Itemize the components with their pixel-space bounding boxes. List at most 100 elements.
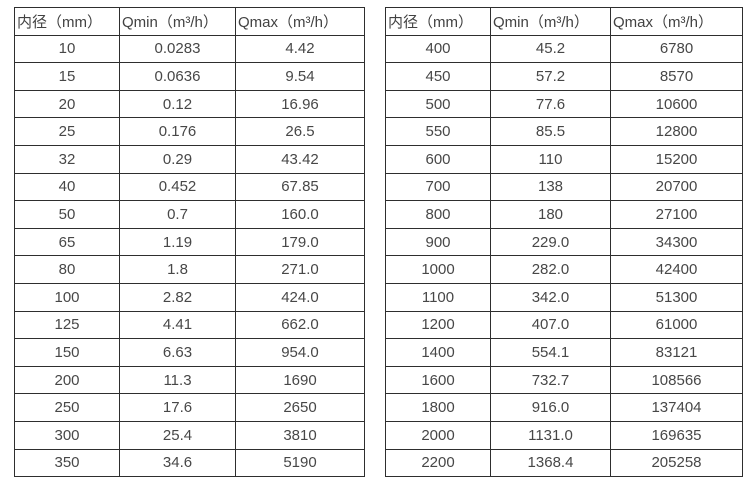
table-row: 900 229.0 34300 xyxy=(385,227,743,257)
table-row: 600 110 15200 xyxy=(385,144,743,174)
table-cell: 500 xyxy=(385,89,491,119)
header-cell: Qmin（m³/h） xyxy=(490,7,611,36)
header-row: 内径（mm） Qmin（m³/h） Qmax（m³/h） xyxy=(14,7,365,36)
table-row: 1800 916.0 137404 xyxy=(385,393,743,422)
table-cell: 108566 xyxy=(610,365,743,395)
table-cell: 80 xyxy=(14,255,120,284)
table-cell: 4.41 xyxy=(119,310,236,340)
table-cell: 43.42 xyxy=(235,144,365,174)
table-cell: 1100 xyxy=(385,282,491,312)
table-row: 2200 1368.4 205258 xyxy=(385,448,743,478)
table-cell: 65 xyxy=(14,227,120,257)
header-cell: Qmax（m³/h） xyxy=(235,7,365,36)
table-row: 65 1.19 179.0 xyxy=(14,227,365,257)
table-cell: 179.0 xyxy=(235,227,365,257)
table-cell: 169635 xyxy=(610,420,743,450)
table-cell: 900 xyxy=(385,227,491,257)
table-row: 150 6.63 954.0 xyxy=(14,338,365,367)
table-row: 50 0.7 160.0 xyxy=(14,200,365,229)
header-cell: Qmax（m³/h） xyxy=(610,7,743,36)
table-row: 250 17.6 2650 xyxy=(14,393,365,422)
table-cell: 50 xyxy=(14,200,120,229)
table-cell: 20700 xyxy=(610,172,743,202)
header-cell: 内径（mm） xyxy=(14,7,120,36)
table-cell: 9.54 xyxy=(235,62,365,91)
table-cell: 1690 xyxy=(235,365,365,395)
header-cell: Qmin（m³/h） xyxy=(119,7,236,36)
table-cell: 600 xyxy=(385,144,491,174)
table-cell: 1131.0 xyxy=(490,420,611,450)
table-cell: 125 xyxy=(14,310,120,340)
table-cell: 916.0 xyxy=(490,393,611,422)
table-row: 100 2.82 424.0 xyxy=(14,282,365,312)
table-cell: 2200 xyxy=(385,448,491,478)
table-cell: 138 xyxy=(490,172,611,202)
table-cell: 11.3 xyxy=(119,365,236,395)
table-cell: 85.5 xyxy=(490,117,611,146)
table-cell: 342.0 xyxy=(490,282,611,312)
table-cell: 1400 xyxy=(385,338,491,367)
table-cell: 83121 xyxy=(610,338,743,367)
table-cell: 67.85 xyxy=(235,172,365,202)
table-row: 400 45.2 6780 xyxy=(385,34,743,64)
table-cell: 400 xyxy=(385,34,491,64)
flow-table-large-diameters: 内径（mm） Qmin（m³/h） Qmax（m³/h） 400 45.2 6780 450… xyxy=(385,7,743,478)
table-cell: 1800 xyxy=(385,393,491,422)
table-cell: 32 xyxy=(14,144,120,174)
table-cell: 4.42 xyxy=(235,34,365,64)
table-cell: 6.63 xyxy=(119,338,236,367)
table-cell: 407.0 xyxy=(490,310,611,340)
table-cell: 10 xyxy=(14,34,120,64)
table-cell: 1368.4 xyxy=(490,448,611,478)
table-row: 15 0.0636 9.54 xyxy=(14,62,365,91)
table-row: 300 25.4 3810 xyxy=(14,420,365,450)
table-cell: 16.96 xyxy=(235,89,365,119)
table-row: 500 77.6 10600 xyxy=(385,89,743,119)
table-cell: 160.0 xyxy=(235,200,365,229)
table-cell: 12800 xyxy=(610,117,743,146)
table-cell: 732.7 xyxy=(490,365,611,395)
table-cell: 27100 xyxy=(610,200,743,229)
table-cell: 137404 xyxy=(610,393,743,422)
table-cell: 0.7 xyxy=(119,200,236,229)
table-cell: 1.19 xyxy=(119,227,236,257)
table-cell: 8570 xyxy=(610,62,743,91)
table-cell: 0.0283 xyxy=(119,34,236,64)
table-cell: 0.452 xyxy=(119,172,236,202)
table-row: 350 34.6 5190 xyxy=(14,448,365,478)
table-cell: 1000 xyxy=(385,255,491,284)
table-cell: 205258 xyxy=(610,448,743,478)
table-cell: 1.8 xyxy=(119,255,236,284)
table-cell: 180 xyxy=(490,200,611,229)
table-row: 2000 1131.0 169635 xyxy=(385,420,743,450)
table-row: 20 0.12 16.96 xyxy=(14,89,365,119)
flow-table-small-diameters: 内径（mm） Qmin（m³/h） Qmax（m³/h） 10 0.0283 4.42 15… xyxy=(14,7,365,478)
table-row: 1100 342.0 51300 xyxy=(385,282,743,312)
table-cell: 424.0 xyxy=(235,282,365,312)
table-cell: 0.176 xyxy=(119,117,236,146)
table-cell: 550 xyxy=(385,117,491,146)
table-cell: 20 xyxy=(14,89,120,119)
table-cell: 350 xyxy=(14,448,120,478)
table-row: 80 1.8 271.0 xyxy=(14,255,365,284)
table-cell: 662.0 xyxy=(235,310,365,340)
table-cell: 2650 xyxy=(235,393,365,422)
table-cell: 150 xyxy=(14,338,120,367)
table-cell: 5190 xyxy=(235,448,365,478)
table-row: 1000 282.0 42400 xyxy=(385,255,743,284)
table-row: 800 180 27100 xyxy=(385,200,743,229)
table-row: 125 4.41 662.0 xyxy=(14,310,365,340)
table-cell: 25.4 xyxy=(119,420,236,450)
table-cell: 700 xyxy=(385,172,491,202)
header-cell: 内径（mm） xyxy=(385,7,491,36)
table-cell: 34.6 xyxy=(119,448,236,478)
table-row: 10 0.0283 4.42 xyxy=(14,34,365,64)
table-cell: 15 xyxy=(14,62,120,91)
table-cell: 0.29 xyxy=(119,144,236,174)
table-cell: 200 xyxy=(14,365,120,395)
table-row: 200 11.3 1690 xyxy=(14,365,365,395)
table-cell: 6780 xyxy=(610,34,743,64)
table-cell: 271.0 xyxy=(235,255,365,284)
table-cell: 45.2 xyxy=(490,34,611,64)
table-cell: 2000 xyxy=(385,420,491,450)
